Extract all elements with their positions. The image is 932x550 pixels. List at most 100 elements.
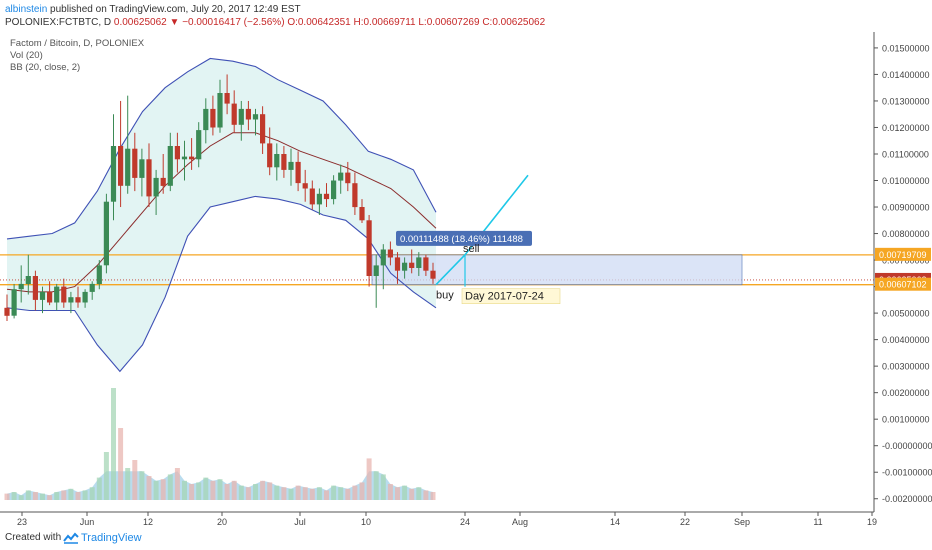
ohlc-open: O:0.00642351 xyxy=(287,17,351,28)
y-tick-label: 0.00300000 xyxy=(882,362,930,372)
x-tick-label: 20 xyxy=(217,517,227,527)
volume-bar xyxy=(75,492,81,500)
volume-bar xyxy=(153,480,159,500)
y-tick-label: 0.00900000 xyxy=(882,203,930,213)
price-chart[interactable]: 0.01500000 0.01400000 0.01300000 0.01200000… xyxy=(0,32,932,528)
volume-bar xyxy=(32,492,38,500)
candle-body xyxy=(238,108,244,125)
volume-bar xyxy=(54,492,60,500)
projection-range-box[interactable] xyxy=(371,254,743,286)
last-price: 0.00625062 xyxy=(113,17,167,28)
y-tick-label: 0.00500000 xyxy=(882,309,930,319)
candle-body xyxy=(153,177,159,197)
candle-body xyxy=(47,291,53,303)
candle-body xyxy=(281,154,287,170)
volume-bar xyxy=(139,471,145,500)
candle-body xyxy=(345,172,351,184)
author-link[interactable]: albinstein xyxy=(5,4,48,15)
volume-bar xyxy=(402,485,408,500)
volume-bar xyxy=(132,460,138,500)
volume-bar xyxy=(160,479,166,500)
candle-body xyxy=(167,146,173,186)
x-tick-label: 14 xyxy=(610,517,620,527)
candle-body xyxy=(288,161,294,170)
price-axis-label: 0.00607102 xyxy=(875,277,931,291)
volume-bar xyxy=(189,484,195,500)
x-tick-label: 12 xyxy=(143,517,153,527)
publish-info: published on TradingView.com, July 20, 2… xyxy=(50,4,301,15)
candle-body xyxy=(82,291,88,303)
candle-body xyxy=(387,249,393,258)
candle-body xyxy=(174,146,180,160)
volume-bar xyxy=(4,493,10,500)
volume-bar xyxy=(167,474,173,500)
candle-body xyxy=(18,283,24,290)
tradingview-logo-icon xyxy=(63,532,79,544)
volume-bar xyxy=(217,479,223,500)
candle-body xyxy=(89,283,95,292)
day-label: Day 2017-07-24 xyxy=(461,288,561,305)
candle-body xyxy=(146,159,152,197)
volume-bar xyxy=(288,488,294,500)
volume-bar xyxy=(423,490,429,500)
candle-body xyxy=(416,257,422,268)
candle-body xyxy=(118,146,124,186)
candle-body xyxy=(39,291,46,300)
ohlc-close: C:0.00625062 xyxy=(482,17,546,28)
footer: Created with TradingView xyxy=(0,528,932,550)
candle-body xyxy=(302,183,308,189)
volume-bar xyxy=(238,485,244,500)
volume-bar xyxy=(324,490,329,500)
candle-body xyxy=(252,114,259,120)
measure-label: 0.00111488 (18.46%) 111488 xyxy=(396,230,532,246)
buy-label: buy xyxy=(436,290,454,302)
projection-line-buy-sell[interactable] xyxy=(435,254,466,286)
legend-volume[interactable]: Vol (20) xyxy=(10,50,43,61)
legend-bollinger[interactable]: BB (20, close, 2) xyxy=(10,62,81,73)
volume-bar xyxy=(253,484,258,500)
volume-bar xyxy=(96,477,102,500)
price-axis-label: 0.00719709 xyxy=(875,247,931,261)
y-tick-label: 0.00100000 xyxy=(882,415,930,425)
bollinger-fill xyxy=(7,58,436,372)
x-tick-label: 24 xyxy=(460,517,470,527)
bollinger-middle-line xyxy=(6,132,437,293)
y-tick-label: 0.01400000 xyxy=(882,70,930,80)
candle-body xyxy=(132,148,138,178)
price-change: −0.00016417 (−2.56%) xyxy=(182,17,285,28)
candle-body xyxy=(231,103,237,125)
bollinger-upper-line xyxy=(6,57,437,240)
y-tick-label: 0.01300000 xyxy=(882,96,930,106)
volume-bar xyxy=(118,428,124,500)
volume-bar xyxy=(274,485,280,500)
candle-body xyxy=(96,265,102,284)
y-tick-label: 0.01100000 xyxy=(882,149,929,159)
volume-bar xyxy=(380,474,386,500)
candle-body xyxy=(245,108,251,120)
candle-body xyxy=(260,114,266,144)
candle-body xyxy=(359,207,365,221)
volume-bar xyxy=(409,488,415,500)
volume-bar xyxy=(302,487,308,500)
volume-bar xyxy=(196,482,202,500)
candle-body xyxy=(103,201,109,266)
candle-body xyxy=(352,183,358,208)
measure-label-text: 0.00111488 (18.46%) 111488 xyxy=(400,234,523,245)
candle-body xyxy=(110,146,117,202)
day-label-text: Day 2017-07-24 xyxy=(465,291,544,303)
volume-bar xyxy=(245,487,251,500)
publish-line: albinstein published on TradingView.com,… xyxy=(5,3,301,16)
ohlc-low: L:0.00607269 xyxy=(418,17,480,28)
volume-bar xyxy=(352,485,358,500)
volume-bar xyxy=(430,492,436,500)
x-tick-label: Jun xyxy=(80,517,95,527)
tradingview-brand[interactable]: TradingView xyxy=(81,532,142,544)
volume-bar xyxy=(203,477,209,500)
volume-bar xyxy=(25,490,31,500)
candle-body xyxy=(380,249,386,266)
y-tick-label: 0.01000000 xyxy=(882,176,930,186)
x-tick-label: 10 xyxy=(361,517,371,527)
volume-bar xyxy=(281,487,287,500)
ohlc-high: H:0.00669711 xyxy=(353,17,416,28)
volume-bar xyxy=(309,488,315,500)
